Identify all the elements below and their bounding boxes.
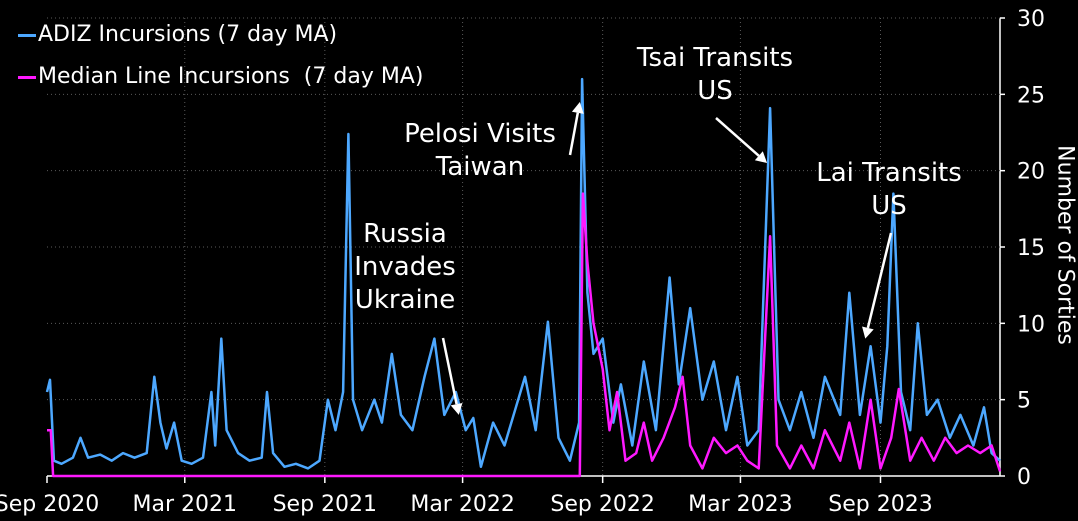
x-tick-label: Sep 2022 (550, 492, 654, 517)
annotation-pelosi: Pelosi Visits Taiwan (404, 118, 556, 184)
annotation-arrows (441, 101, 893, 415)
annotation-line: US (697, 76, 733, 106)
y-axis-title: Number of Sorties (1052, 145, 1078, 345)
annotation-line: Pelosi Visits (404, 119, 556, 149)
annotation-line: Taiwan (435, 152, 525, 182)
y-tick-label: 30 (1017, 7, 1045, 32)
annotation-line: Russia (363, 219, 447, 249)
y-tick-label: 5 (1017, 389, 1031, 414)
y-tick-label: 10 (1017, 312, 1045, 337)
annotation-tsai: Tsai Transits US (637, 42, 793, 108)
annotation-arrow-shaft (441, 337, 458, 405)
legend-label-median-line: Median Line Incursions (7 day MA) (38, 64, 424, 89)
legend-swatch-adiz (18, 33, 36, 37)
annotation-russia: Russia Invades Ukraine (354, 218, 456, 317)
x-tick-label: Mar 2021 (133, 492, 238, 517)
annotation-arrow-shaft (715, 117, 760, 157)
annotation-arrow-shaft (866, 232, 893, 329)
annotation-lai: Lai Transits US (816, 157, 962, 223)
annotation-line: Ukraine (354, 285, 456, 315)
y-tick-label: 15 (1017, 236, 1045, 261)
series-line-median-line (47, 192, 1002, 478)
axes: 0 5 10 15 20 25 30 Sep 2020 Mar 2021 Sep 2021 Mar … (0, 7, 1045, 517)
legend-item-median-line: Median Line Incursions (7 day MA) (18, 56, 423, 98)
annotation-arrow-shaft (568, 112, 580, 156)
annotation-arrow-head (862, 326, 874, 339)
annotation-line: Tsai Transits (636, 43, 794, 73)
y-tick-label: 0 (1017, 465, 1031, 490)
legend-label-adiz: ADIZ Incursions (7 day MA) (38, 22, 338, 47)
annotation-arrow-head (754, 151, 768, 164)
x-tick-label: Sep 2020 (0, 492, 99, 517)
annotation-line: Lai Transits (816, 158, 962, 188)
annotation-line: US (871, 191, 907, 221)
y-tick-label: 25 (1017, 83, 1045, 108)
annotation-arrow-head (450, 402, 463, 415)
legend-item-adiz: ADIZ Incursions (7 day MA) (18, 14, 423, 56)
x-tick-label: Sep 2021 (273, 492, 377, 517)
series-line-adiz (45, 77, 1001, 470)
x-tick-label: Mar 2023 (688, 492, 793, 517)
legend: ADIZ Incursions (7 day MA) Median Line I… (18, 14, 423, 98)
series-layer (45, 77, 1002, 478)
legend-swatch-median-line (18, 75, 36, 79)
annotation-arrow-head (571, 101, 584, 114)
x-tick-label: Mar 2022 (410, 492, 515, 517)
y-tick-label: 20 (1017, 160, 1045, 185)
x-tick-label: Sep 2023 (828, 492, 932, 517)
annotation-line: Invades (354, 252, 456, 282)
